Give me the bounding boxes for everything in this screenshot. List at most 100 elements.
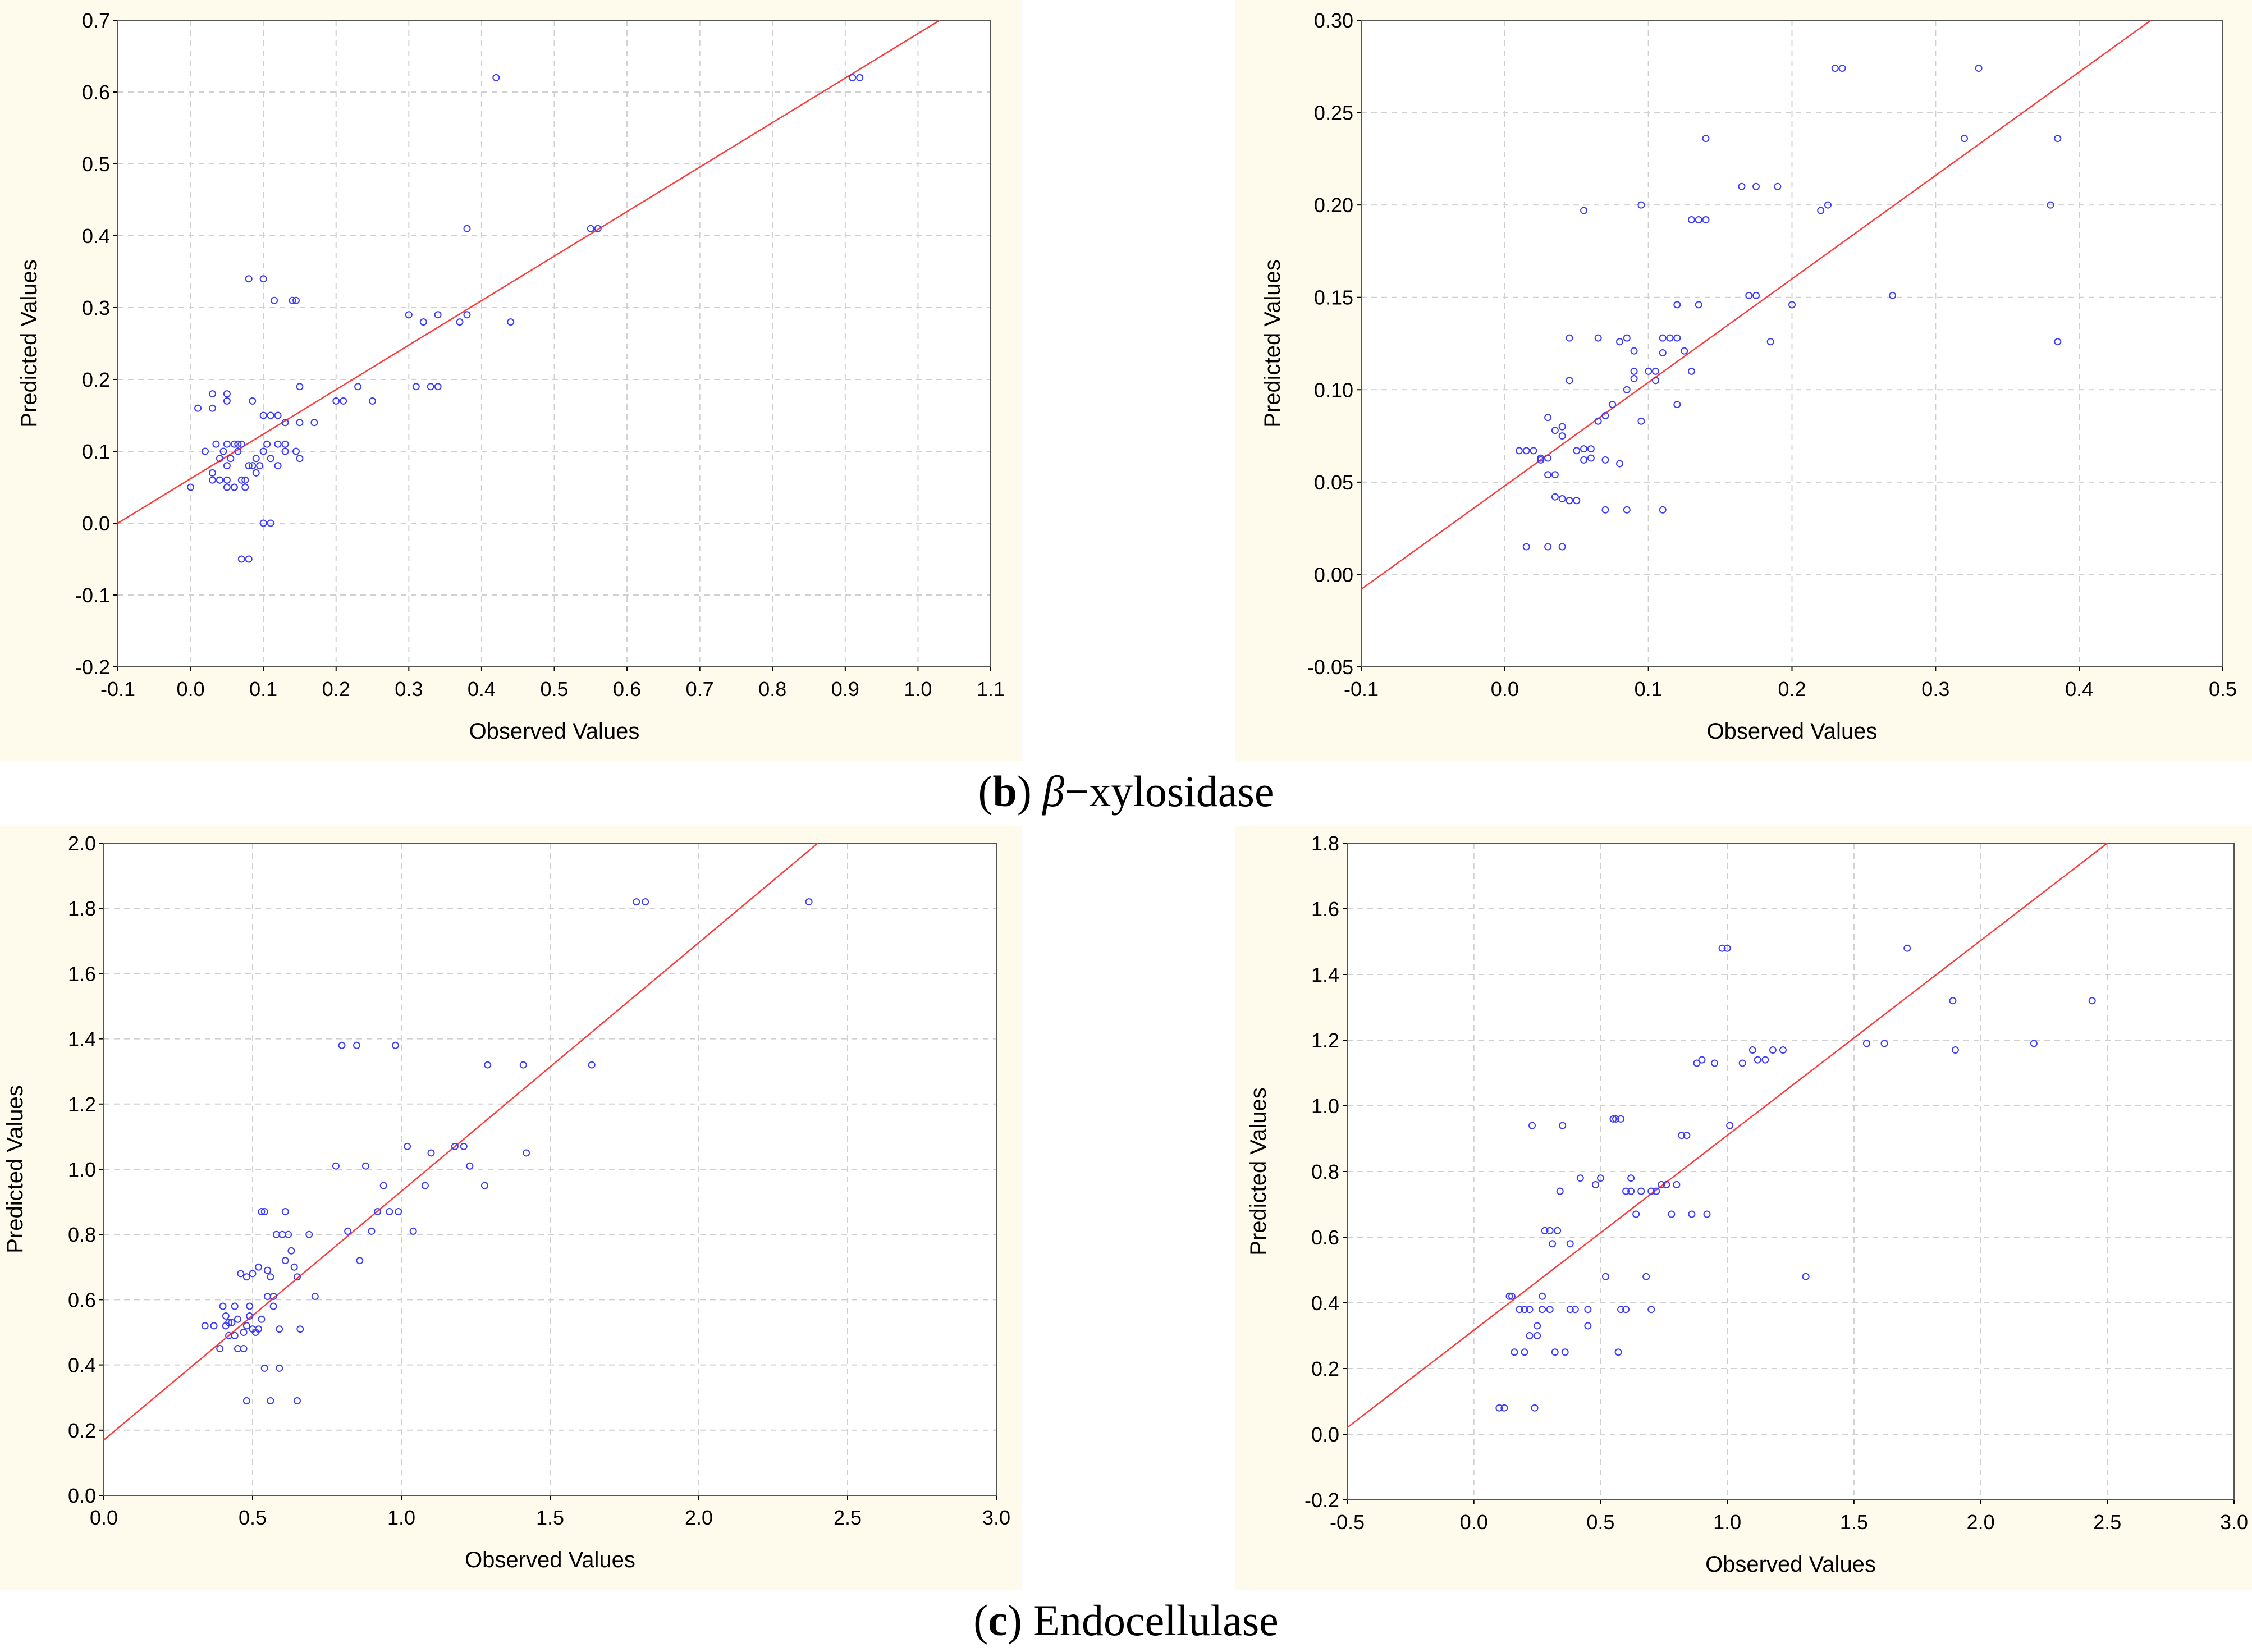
chart-bl-point — [287, 1247, 295, 1255]
chart-br-point — [1802, 1273, 1810, 1280]
chart-bl-point — [409, 1227, 417, 1235]
chart-tr-ytick-label: 0.00 — [1314, 563, 1353, 586]
chart-bl-point — [338, 1041, 346, 1049]
chart-br-ytick-label: 0.4 — [1311, 1292, 1339, 1315]
chart-tl-point — [245, 462, 253, 470]
chart-br-ytick-label: 0.8 — [1311, 1160, 1339, 1183]
chart-br-point — [1601, 1273, 1609, 1280]
chart-br-point — [1668, 1210, 1676, 1218]
chart-tr-point — [1551, 471, 1559, 479]
chart-br-point — [1526, 1332, 1534, 1339]
chart-tr-point — [1752, 182, 1760, 190]
chart-tr-point — [1659, 349, 1667, 356]
chart-bl-point — [519, 1061, 527, 1069]
chart-tr-xtick-label: 0.3 — [1921, 678, 1949, 701]
chart-br-point — [1584, 1306, 1592, 1314]
chart-br-xtick-label: 1.5 — [1840, 1511, 1868, 1534]
chart-br-ytick-label: 0.0 — [1311, 1423, 1339, 1446]
chart-br-xtick-label: 1.0 — [1713, 1511, 1741, 1534]
chart-bl-ytick-label: 1.0 — [68, 1158, 96, 1181]
chart-bl-point — [480, 1182, 488, 1189]
chart-tr-point — [1681, 347, 1688, 355]
chart-tr-point — [1695, 216, 1702, 223]
chart-top-right: -0.1 0.0 0.1 0.2 0.3 0.4 0.5 -0.05 0.00 0.05 0.10 0… — [1260, 9, 2237, 744]
chart-bl-point — [290, 1263, 298, 1271]
chart-tl-point — [194, 404, 202, 412]
chart-tr-point — [2047, 201, 2054, 209]
chart-bl-point — [216, 1345, 224, 1353]
chart-br-point — [2088, 997, 2096, 1005]
chart-tl-point — [252, 455, 260, 463]
chart-bl-point — [258, 1208, 266, 1216]
chart-tl-point — [856, 74, 864, 81]
chart-tl-point — [241, 483, 249, 491]
chart-br-ytick-label: 1.4 — [1311, 963, 1339, 986]
chart-tr-ytick-label: 0.10 — [1314, 378, 1353, 401]
chart-br-point — [1627, 1174, 1635, 1182]
chart-tr-point — [1594, 417, 1602, 425]
chart-tl-xtick-label: 0.3 — [395, 678, 423, 701]
chart-bl-point — [379, 1182, 387, 1189]
chart-tl-xtick-label: 0.1 — [249, 678, 277, 701]
chart-tl-point — [259, 447, 267, 455]
chart-tl-point — [230, 440, 238, 448]
chart-tl-point — [208, 469, 216, 477]
chart-tr-ytick-label: 0.20 — [1314, 194, 1353, 217]
chart-tr-point — [1889, 291, 1897, 299]
chart-br-point — [1663, 1180, 1670, 1188]
chart-tl-point — [849, 74, 857, 81]
chart-tl-point — [267, 411, 274, 419]
chart-br-ytick-label: 0.6 — [1311, 1226, 1339, 1249]
chart-bl-point — [285, 1230, 292, 1238]
chart-br-point — [1571, 1306, 1579, 1314]
chart-tl-ytick-label: 0.3 — [82, 296, 110, 319]
chart-bl-ytick-label: 0.4 — [68, 1354, 96, 1377]
chart-tr-xtick-label: 0.0 — [1491, 678, 1519, 701]
chart-br-point — [1576, 1174, 1584, 1182]
chart-tr-point — [1766, 338, 1774, 346]
chart-tr-point — [1774, 182, 1782, 190]
chart-tl-point — [202, 447, 209, 455]
chart-br-point — [1534, 1332, 1541, 1339]
chart-bl-point — [219, 1302, 227, 1310]
chart-tl-point — [507, 318, 515, 326]
chart-bl-point — [466, 1162, 474, 1170]
chart-br-point — [1528, 1122, 1536, 1129]
chart-bl-xtick-label: 2.5 — [834, 1506, 862, 1529]
chart-tl-fit-line — [117, 19, 940, 524]
chart-tl-point — [587, 225, 594, 232]
chart-bl-point — [242, 1322, 250, 1330]
chart-bl-point — [386, 1208, 393, 1216]
chart-tr-point — [1702, 216, 1710, 223]
chart-tl-point — [274, 411, 282, 419]
chart-bl-point — [484, 1061, 492, 1069]
chart-tl-point — [434, 383, 442, 391]
chart-br-point — [1723, 944, 1731, 952]
chart-br-point — [1561, 1348, 1569, 1356]
panel-bottom-right: -0.5 0.0 0.5 1.0 1.5 2.0 2.5 3.0 -0.2 0.0 0.2 0.4 0.… — [1235, 826, 2252, 1590]
chart-bl-point — [404, 1142, 411, 1150]
chart-tl-xtick-label: 0.4 — [468, 678, 496, 701]
chart-br-point — [1554, 1227, 1562, 1234]
chart-bl-fit-line — [103, 843, 818, 1441]
chart-br-point — [1653, 1187, 1660, 1195]
chart-br-point — [1951, 1046, 1959, 1054]
chart-tr-point — [1752, 291, 1760, 299]
chart-tr-point — [1551, 427, 1559, 434]
chart-tl-point — [369, 397, 377, 405]
chart-br-ytick-label: -0.2 — [1304, 1489, 1339, 1512]
chart-br-point — [1693, 1059, 1701, 1067]
chart-tl-ytick-label: 0.7 — [82, 9, 110, 32]
chart-br-point — [1718, 944, 1726, 952]
chart-tr-point — [1601, 411, 1609, 419]
chart-tr-point — [1515, 447, 1523, 455]
chart-bl-ytick-label: 1.4 — [68, 1028, 96, 1051]
chart-tr-point — [1558, 423, 1566, 431]
chart-tl-xtick-label: 1.1 — [977, 678, 1005, 701]
chart-tr-point — [1645, 367, 1653, 375]
chart-br-point — [1748, 1046, 1756, 1054]
chart-bl-point — [294, 1273, 301, 1281]
chart-br-ytick-label: 1.0 — [1311, 1095, 1339, 1118]
chart-top-left: -0.1 0.0 0.1 0.2 0.3 0.4 0.5 0.6 0.7 0.8 0.9 1.0 1.1… — [17, 9, 1005, 744]
chart-tr-point — [1817, 207, 1825, 214]
